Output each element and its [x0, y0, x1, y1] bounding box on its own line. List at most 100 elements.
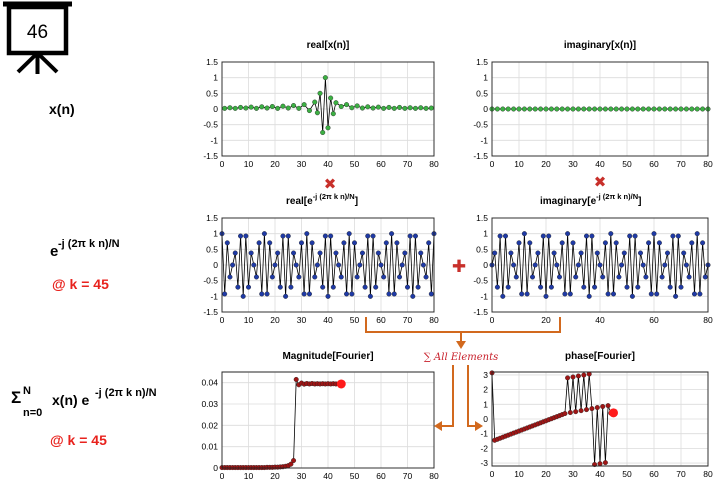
data-point — [370, 105, 376, 111]
data-point — [328, 95, 334, 101]
data-point — [222, 291, 228, 297]
y-tick-label: 0.02 — [201, 420, 218, 430]
data-point — [629, 106, 635, 112]
data-point — [602, 240, 608, 246]
data-point — [320, 284, 326, 290]
x-tick-label: 0 — [490, 159, 495, 169]
data-point — [370, 233, 376, 239]
data-point — [681, 250, 687, 256]
data-point — [600, 274, 606, 280]
data-point — [686, 274, 692, 280]
data-point — [253, 105, 259, 111]
data-point — [500, 293, 506, 299]
data-point — [600, 404, 606, 410]
data-point — [248, 104, 254, 110]
data-point — [554, 106, 560, 112]
data-point — [605, 403, 611, 409]
data-point — [224, 240, 230, 246]
data-point — [399, 262, 405, 268]
data-point — [285, 105, 291, 111]
data-point — [362, 284, 368, 290]
data-point — [312, 274, 318, 280]
data-point — [565, 231, 571, 237]
arrow-heads — [434, 341, 483, 431]
multiply-icon: ✖ — [324, 175, 337, 193]
plot-imag-exp: 0 20 40 60 80 1.5 1 0.5 0 -0.5 -1 -1.5 — [473, 213, 713, 325]
data-point — [245, 284, 251, 290]
data-point — [613, 106, 619, 112]
data-point — [235, 284, 241, 290]
highlight-point — [336, 379, 346, 389]
y-tick-label: -0.5 — [203, 276, 218, 286]
x-tick-label: 10 — [514, 469, 524, 479]
y-tick-label: 1.5 — [476, 213, 488, 223]
data-point — [338, 274, 344, 280]
data-point — [505, 284, 511, 290]
data-point — [608, 231, 614, 237]
y-tick-label: 0 — [483, 414, 488, 424]
y-tick-label: -0.5 — [473, 276, 488, 286]
data-point — [573, 274, 579, 280]
data-point — [391, 105, 397, 111]
data-point — [648, 291, 654, 297]
data-point — [689, 106, 695, 112]
data-point — [565, 106, 571, 112]
data-point — [272, 262, 278, 268]
data-point — [259, 104, 265, 110]
data-point — [589, 406, 595, 412]
data-point — [248, 250, 254, 256]
y-tick-label: 0.5 — [206, 88, 218, 98]
data-point — [567, 410, 573, 416]
x-tick-label: 20 — [541, 315, 551, 325]
data-point — [240, 293, 246, 299]
data-point — [692, 291, 698, 297]
x-tick-label: 50 — [350, 159, 360, 169]
data-point — [365, 104, 371, 110]
xn-label: x(n) — [49, 101, 75, 117]
plot-imag-x: 0 10 20 30 40 50 60 70 80 1.5 1 0.5 0 -0.5 -1 -1.5 — [473, 57, 713, 169]
presentation-board-icon — [3, 1, 72, 74]
data-point — [322, 233, 328, 239]
data-point — [589, 233, 595, 239]
data-point — [678, 106, 684, 112]
data-point — [559, 106, 565, 112]
data-point — [354, 274, 360, 280]
exp-label-base: e — [50, 243, 58, 260]
data-point — [261, 231, 267, 237]
data-point — [269, 274, 275, 280]
x-tick-label: 20 — [270, 159, 280, 169]
data-point — [635, 284, 641, 290]
data-point — [317, 250, 323, 256]
exp-label-sup: -j (2π k n)/N — [58, 238, 120, 250]
data-point — [594, 405, 600, 411]
data-point — [243, 105, 249, 111]
x-tick-label: 80 — [429, 471, 439, 481]
data-point — [232, 250, 238, 256]
data-point — [683, 262, 689, 268]
y-tick-label: 0.04 — [201, 378, 218, 388]
data-point — [586, 293, 592, 299]
data-point — [293, 376, 299, 382]
k-value-label: @ k = 45 — [52, 276, 109, 292]
data-point — [570, 374, 576, 380]
data-point — [654, 291, 660, 297]
data-point — [357, 262, 363, 268]
y-tick-label: 0 — [213, 260, 218, 270]
data-point — [562, 411, 568, 417]
data-point — [291, 103, 297, 109]
y-tick-label: 3 — [483, 370, 488, 380]
data-point — [646, 240, 652, 246]
data-point — [602, 460, 608, 466]
title-imag-exp: imaginary[e-j (2π k n)/N] — [540, 192, 641, 207]
data-point — [314, 110, 320, 116]
x-tick-label: 60 — [376, 315, 386, 325]
data-point — [581, 106, 587, 112]
data-point — [700, 240, 706, 246]
data-point — [420, 262, 426, 268]
y-tick-label: 1 — [213, 73, 218, 83]
plus-icon: ✚ — [452, 257, 466, 277]
x-tick-label: 30 — [568, 159, 578, 169]
sum-all-label: ∑ All Elements — [424, 352, 499, 363]
data-point — [325, 293, 331, 299]
